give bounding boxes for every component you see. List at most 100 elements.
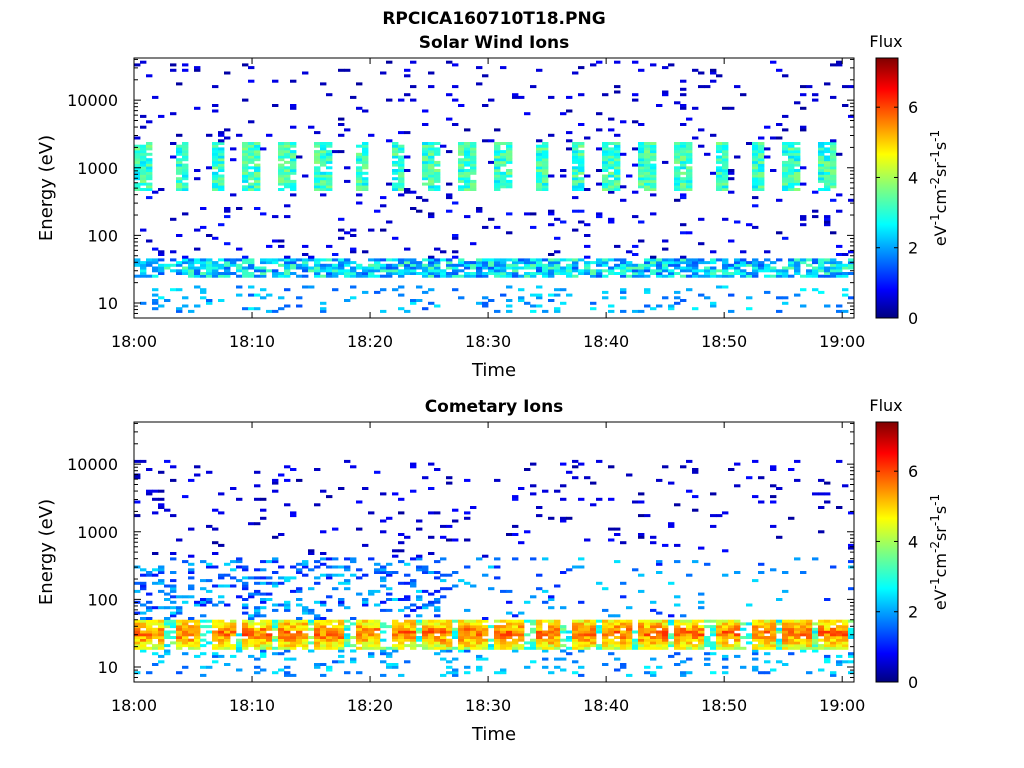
heatmap-cell [422,603,429,607]
heatmap-cell [308,622,315,626]
heatmap-cell [434,263,441,267]
heatmap-cell [812,261,819,265]
heatmap-cell [638,573,645,577]
heatmap-cell [620,638,627,642]
heatmap-cell [572,476,579,480]
heatmap-cell [758,166,765,170]
heatmap-cell [524,261,531,265]
heatmap-cell [782,272,789,275]
heatmap-cell [182,560,189,564]
heatmap-cell [740,274,747,278]
heatmap-cell [674,188,681,191]
heatmap-cell [446,587,453,591]
heatmap-cell [476,654,483,658]
heatmap-cell [680,619,687,623]
heatmap-cell [434,614,441,618]
heatmap-cell [158,646,165,650]
heatmap-cell [626,622,633,626]
heatmap-cell [392,171,399,175]
heatmap-cell [512,630,519,634]
heatmap-cell [260,296,267,300]
heatmap-cell [206,269,213,273]
heatmap-cell [284,608,291,612]
heatmap-cell [320,144,327,148]
heatmap-cell [452,630,459,634]
heatmap-cell [824,481,831,485]
heatmap-cell [566,263,573,267]
heatmap-cell [824,269,831,273]
heatmap-cell [740,269,747,273]
heatmap-cell [644,152,651,156]
heatmap-cell [494,144,501,148]
heatmap-cell [578,171,585,175]
heatmap-cell [674,147,681,151]
heatmap-cell [494,150,501,154]
heatmap-cell [644,514,651,518]
heatmap-cell [236,595,243,599]
heatmap-cell [434,304,441,308]
heatmap-cell [602,263,609,267]
heatmap-cell [722,665,729,669]
heatmap-cell [404,644,411,648]
heatmap-cell [248,592,255,596]
heatmap-cell [230,568,237,572]
heatmap-cell [416,565,423,569]
heatmap-cell [404,188,411,191]
heatmap-cell [392,188,399,191]
heatmap-cell [296,571,303,574]
heatmap-cell [464,478,471,482]
heatmap-cell [410,462,417,466]
heatmap-cell [584,266,591,270]
heatmap-cell [608,309,615,313]
heatmap-cell [536,147,543,151]
heatmap-cell [818,150,825,154]
heatmap-cell [722,158,729,162]
heatmap-cell [362,543,369,547]
heatmap-cell [152,301,159,305]
heatmap-cell [740,665,747,669]
heatmap-cell [446,476,453,480]
heatmap-cell [350,465,357,469]
heatmap-cell [236,646,243,650]
heatmap-cell [494,644,501,648]
heatmap-cell [434,142,441,145]
heatmap-cell [146,492,153,496]
heatmap-cell [800,182,807,186]
heatmap-cell [200,263,207,267]
heatmap-cell [212,261,219,265]
heatmap-cell [170,622,177,626]
heatmap-cell [284,665,291,669]
heatmap-cell [170,112,177,116]
heatmap-cell [638,169,645,172]
heatmap-cell [218,223,225,227]
heatmap-cell [236,207,243,210]
heatmap-cell [194,228,201,232]
heatmap-cell [848,652,855,656]
heatmap-cell [170,478,177,482]
heatmap-cell [326,174,333,178]
heatmap-cell [500,163,507,167]
heatmap-cell [320,309,327,313]
heatmap-cell [440,269,447,273]
heatmap-cell [242,155,249,159]
heatmap-cell [446,665,453,669]
heatmap-cell [590,638,597,642]
heatmap-cell [326,627,333,631]
heatmap-cell [812,274,819,278]
heatmap-cell [464,158,471,162]
heatmap-cell [788,171,795,175]
heatmap-cell [314,150,321,154]
heatmap-cell [440,625,447,629]
heatmap-cell [752,263,759,267]
heatmap-cell [386,646,393,650]
heatmap-cell [680,79,687,83]
heatmap-cell [218,266,225,270]
heatmap-cell [338,263,345,267]
heatmap-cell [416,196,423,200]
heatmap-cell [458,627,465,631]
heatmap-cell [590,261,597,265]
heatmap-cell [398,160,405,164]
heatmap-cell [374,258,381,262]
heatmap-cell [788,266,795,270]
heatmap-cell [812,272,819,275]
